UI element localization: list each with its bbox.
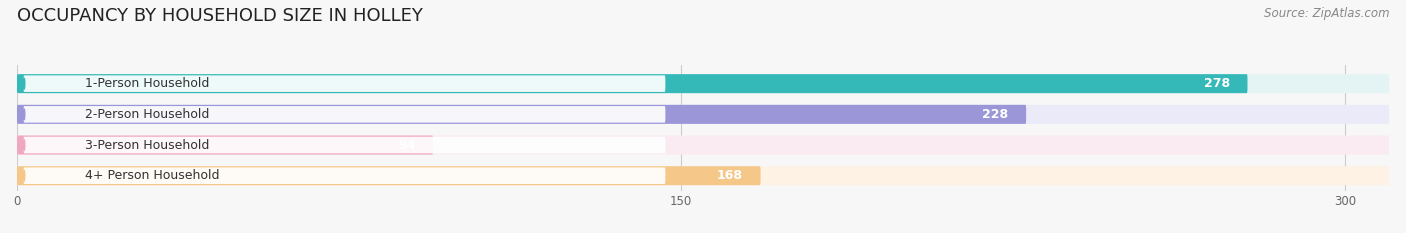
FancyBboxPatch shape <box>17 136 1389 154</box>
FancyBboxPatch shape <box>17 136 433 154</box>
Text: 1-Person Household: 1-Person Household <box>86 77 209 90</box>
FancyBboxPatch shape <box>17 74 1247 93</box>
FancyBboxPatch shape <box>24 168 665 184</box>
Text: 228: 228 <box>983 108 1008 121</box>
FancyBboxPatch shape <box>24 137 665 153</box>
Circle shape <box>24 109 25 120</box>
Text: 94: 94 <box>398 139 415 151</box>
Text: Source: ZipAtlas.com: Source: ZipAtlas.com <box>1264 7 1389 20</box>
Text: 2-Person Household: 2-Person Household <box>86 108 209 121</box>
FancyBboxPatch shape <box>17 74 1389 93</box>
Text: 168: 168 <box>717 169 742 182</box>
Circle shape <box>24 170 25 181</box>
FancyBboxPatch shape <box>17 105 1389 124</box>
Circle shape <box>24 140 25 151</box>
Text: 3-Person Household: 3-Person Household <box>86 139 209 151</box>
FancyBboxPatch shape <box>17 166 1389 185</box>
Text: OCCUPANCY BY HOUSEHOLD SIZE IN HOLLEY: OCCUPANCY BY HOUSEHOLD SIZE IN HOLLEY <box>17 7 423 25</box>
FancyBboxPatch shape <box>24 75 665 92</box>
Circle shape <box>24 78 25 89</box>
FancyBboxPatch shape <box>17 166 761 185</box>
Text: 4+ Person Household: 4+ Person Household <box>86 169 219 182</box>
FancyBboxPatch shape <box>24 106 665 123</box>
Text: 278: 278 <box>1204 77 1230 90</box>
FancyBboxPatch shape <box>17 105 1026 124</box>
